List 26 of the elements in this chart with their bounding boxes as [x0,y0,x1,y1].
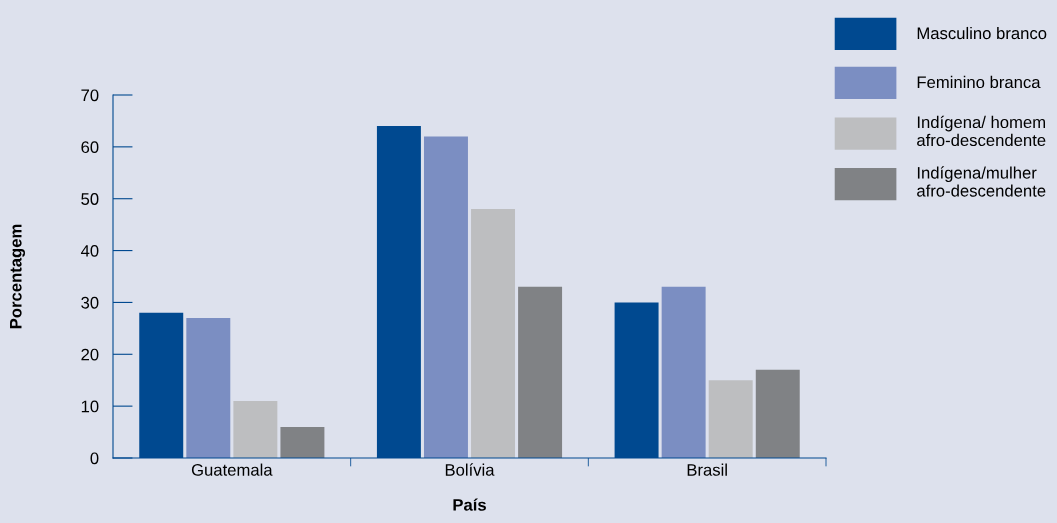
y-tick-label: 60 [81,141,99,154]
y-axis-title: Porcentagem [10,224,26,329]
x-tick-label: Guatemala [191,463,273,476]
y-tick-label: 50 [81,193,99,205]
y-tick-label: 40 [80,244,99,257]
bar [186,317,231,458]
x-tick-label: Brasil [687,463,727,476]
y-tick-label: 20 [81,348,99,361]
y-tick-label: 30 [81,296,99,309]
bar [755,369,800,458]
legend-label: Masculino branco [917,26,1047,40]
legend-label: Feminino branca [917,75,1041,89]
bar [423,136,468,458]
legend-label: Indígena/mulher afro-descendente [917,166,1046,197]
legend-label: Indígena/ homem afro-descendente [917,115,1046,147]
bar [233,400,278,458]
y-tick-label: 70 [81,89,99,102]
bar [661,286,706,458]
y-tick-label: 10 [81,400,99,413]
x-axis-title: País [453,498,486,511]
bar [471,209,516,458]
bar [280,426,325,458]
x-tick-label: Bolívia [445,463,495,476]
bar [518,286,563,458]
bar [708,380,753,458]
y-tick-label: 0 [90,452,99,465]
